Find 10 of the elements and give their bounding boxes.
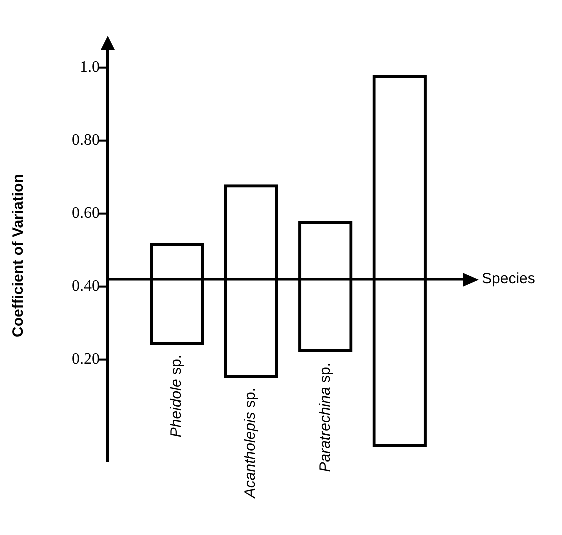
y-tick-label: 0.60 bbox=[72, 205, 100, 222]
y-tick-label: 0.20 bbox=[72, 351, 100, 368]
y-tick-label: 0.40 bbox=[72, 278, 100, 296]
x-tick-label: Acantholepis sp. bbox=[242, 388, 260, 498]
y-tick-label: 1.0 bbox=[80, 59, 100, 76]
x-tick-label: Paratrechina sp. bbox=[316, 362, 335, 472]
y-axis-title: Coefficient of Variation bbox=[10, 174, 28, 338]
x-axis-title: Species bbox=[482, 270, 536, 288]
x-tick-label: Pheidole sp. bbox=[168, 355, 186, 438]
y-tick-label: 0.80 bbox=[72, 132, 100, 150]
